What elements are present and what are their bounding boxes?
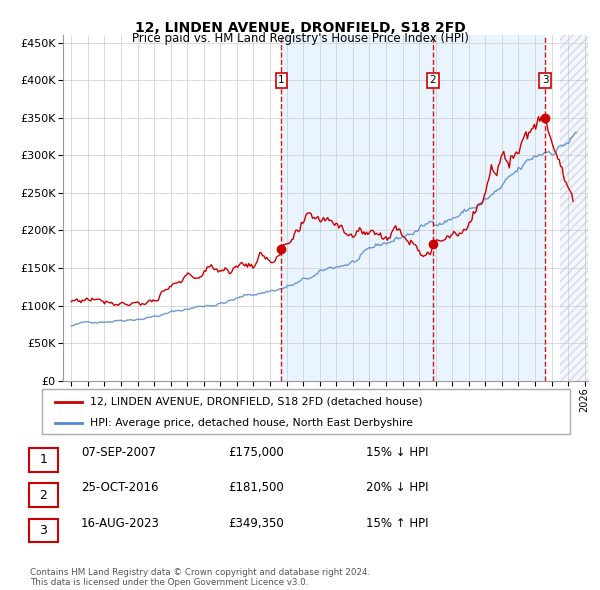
Text: 12, LINDEN AVENUE, DRONFIELD, S18 2FD (detached house): 12, LINDEN AVENUE, DRONFIELD, S18 2FD (d…	[89, 397, 422, 407]
FancyBboxPatch shape	[29, 448, 58, 471]
Text: Contains HM Land Registry data © Crown copyright and database right 2024.
This d: Contains HM Land Registry data © Crown c…	[30, 568, 370, 587]
Text: 25-OCT-2016: 25-OCT-2016	[81, 481, 158, 494]
Text: 16-AUG-2023: 16-AUG-2023	[81, 517, 160, 530]
Text: 2: 2	[40, 489, 47, 502]
Text: 07-SEP-2007: 07-SEP-2007	[81, 446, 156, 459]
FancyBboxPatch shape	[29, 483, 58, 507]
Text: £349,350: £349,350	[228, 517, 284, 530]
Text: 3: 3	[40, 524, 47, 537]
FancyBboxPatch shape	[42, 389, 570, 434]
Bar	[281, 35, 545, 381]
Text: 2: 2	[430, 76, 436, 86]
Text: 20% ↓ HPI: 20% ↓ HPI	[366, 481, 428, 494]
Text: 12, LINDEN AVENUE, DRONFIELD, S18 2FD: 12, LINDEN AVENUE, DRONFIELD, S18 2FD	[134, 21, 466, 35]
Bar	[560, 35, 588, 381]
Text: 15% ↓ HPI: 15% ↓ HPI	[366, 446, 428, 459]
Text: Price paid vs. HM Land Registry's House Price Index (HPI): Price paid vs. HM Land Registry's House …	[131, 32, 469, 45]
Text: 1: 1	[278, 76, 285, 86]
Text: 3: 3	[542, 76, 548, 86]
Text: £181,500: £181,500	[228, 481, 284, 494]
Text: HPI: Average price, detached house, North East Derbyshire: HPI: Average price, detached house, Nort…	[89, 418, 413, 428]
Text: 15% ↑ HPI: 15% ↑ HPI	[366, 517, 428, 530]
FancyBboxPatch shape	[29, 519, 58, 542]
Text: 1: 1	[40, 453, 47, 466]
Text: £175,000: £175,000	[228, 446, 284, 459]
Bar	[560, 35, 588, 381]
